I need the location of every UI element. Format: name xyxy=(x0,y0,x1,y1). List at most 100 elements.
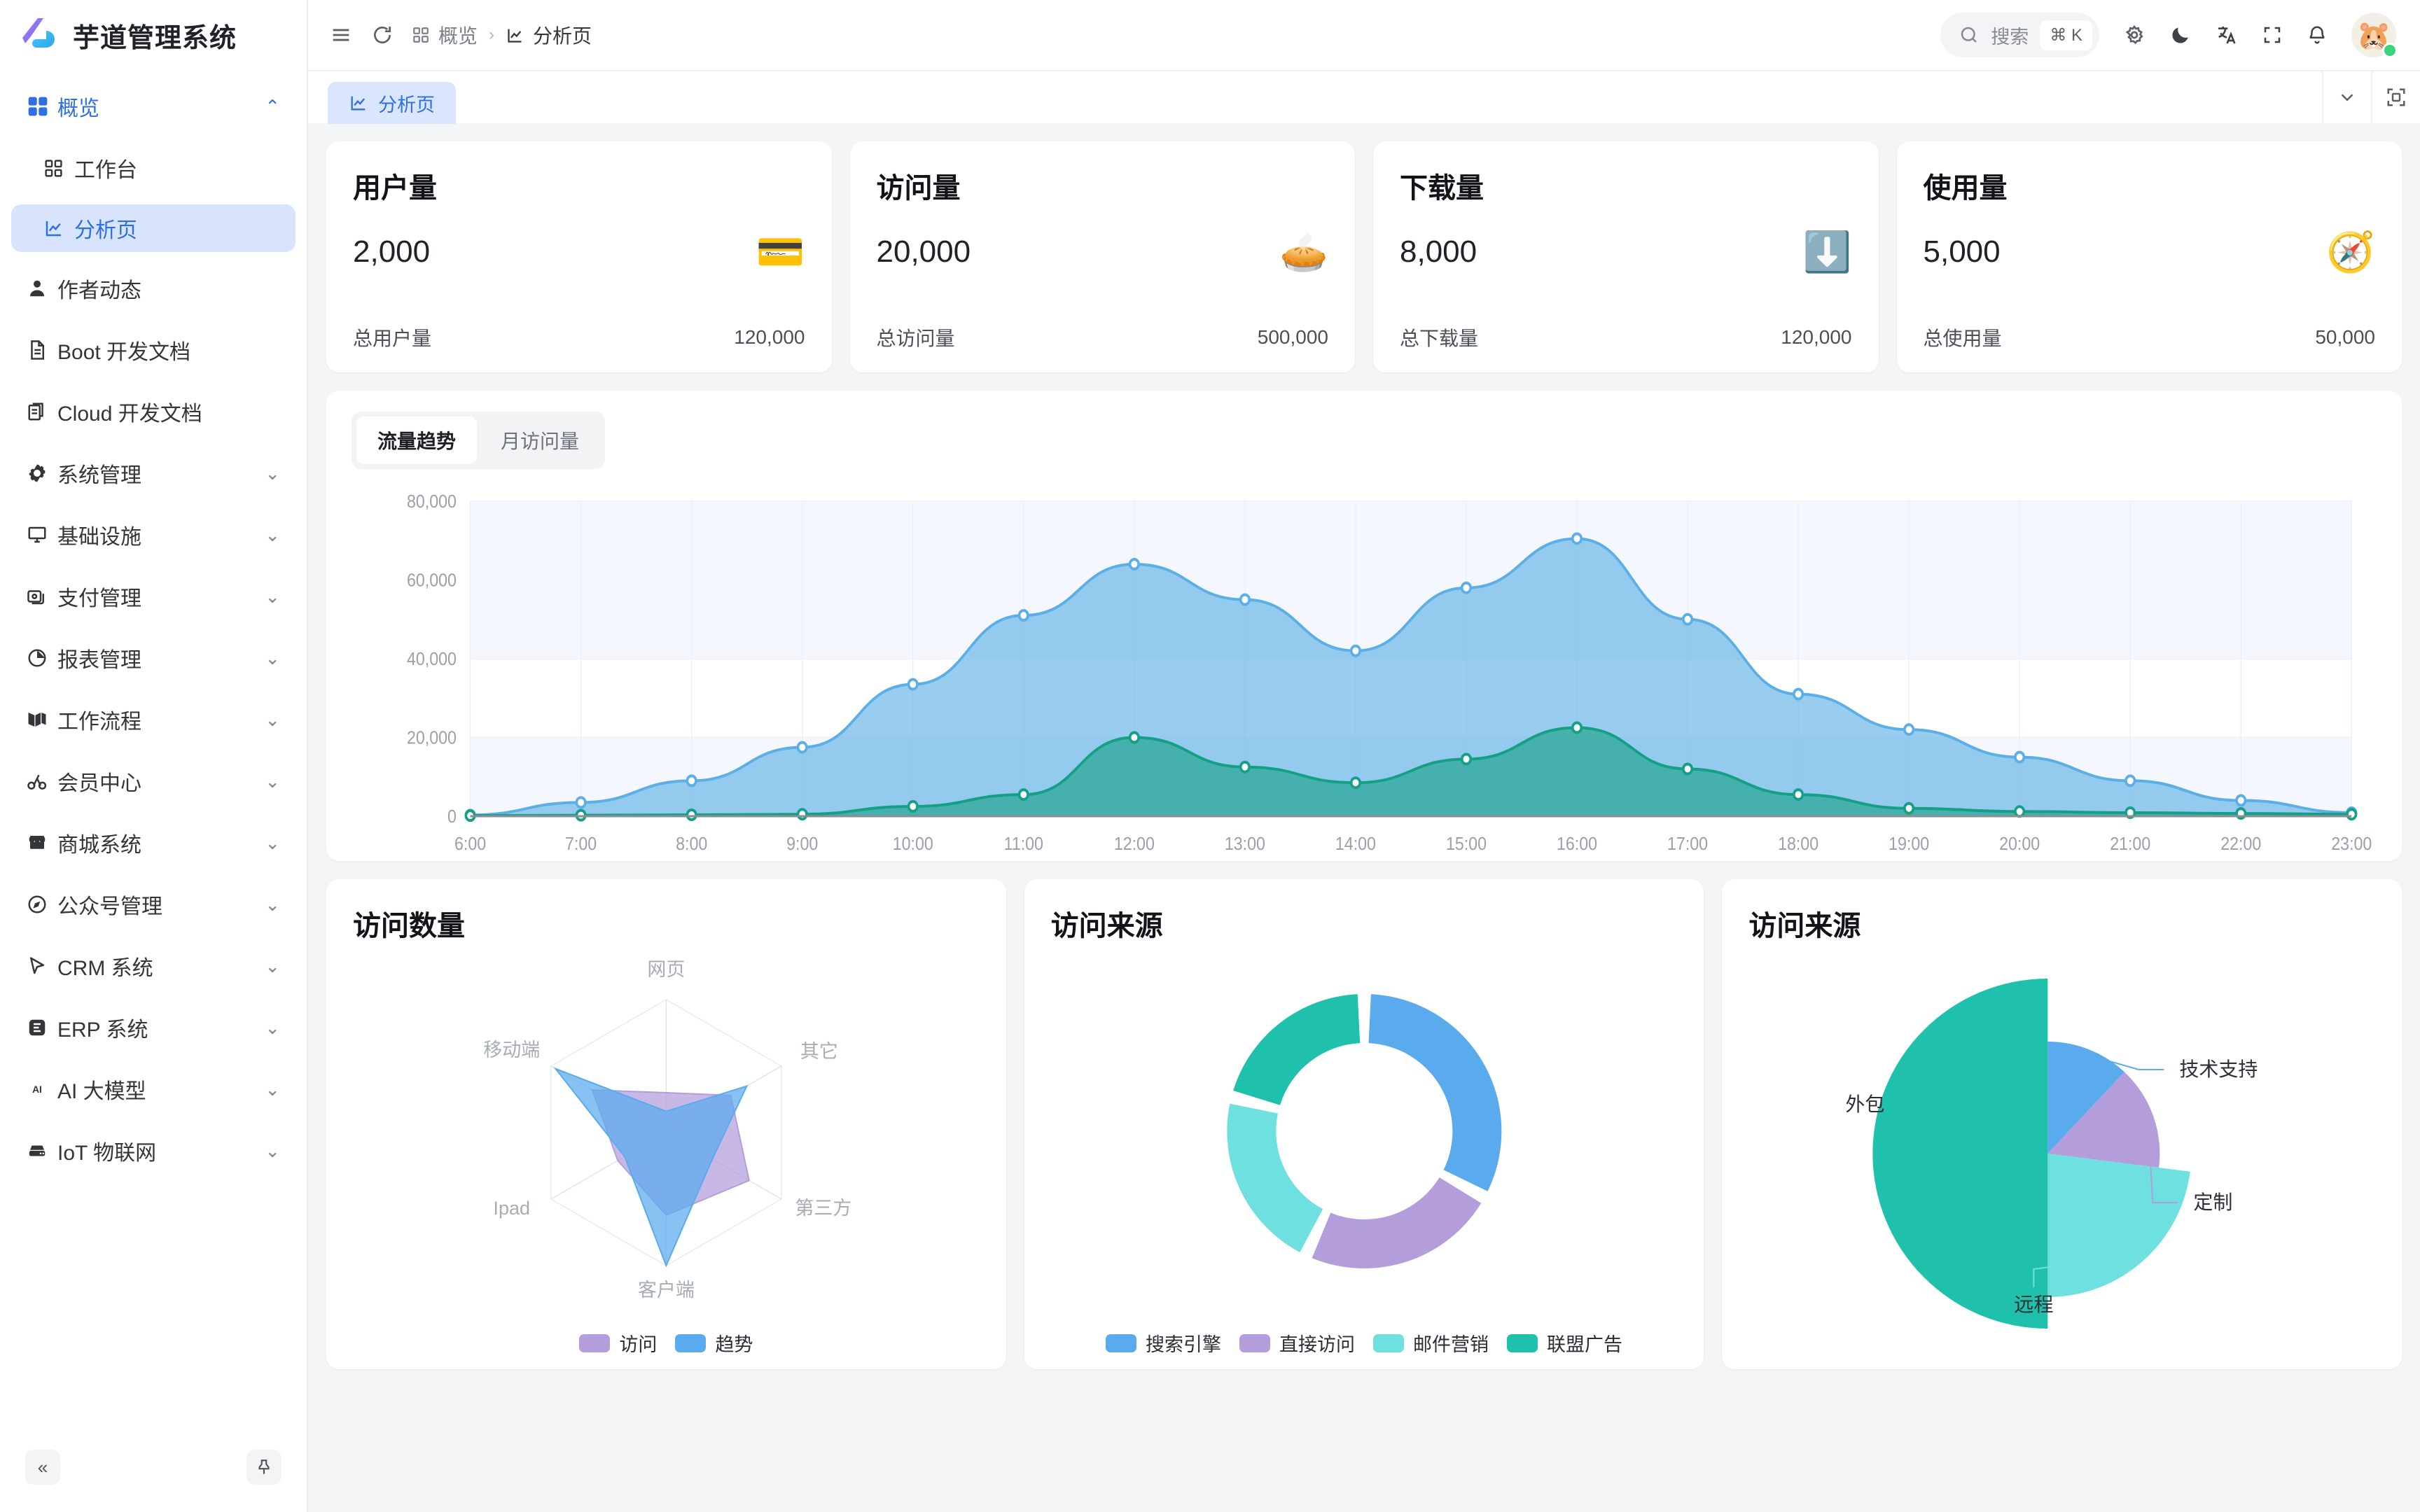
sidebar-item-label: IoT 物联网 xyxy=(57,1142,157,1165)
stat-value: 20,000 xyxy=(876,234,971,269)
stat-card-visits: 访问量 20,000 🥧 总访问量 500,000 xyxy=(849,141,1355,372)
compass-icon xyxy=(27,894,57,915)
doc-icon xyxy=(27,340,57,360)
breadcrumb-item-analysis[interactable]: 分析页 xyxy=(506,21,592,49)
legend-item[interactable]: 访问 xyxy=(579,1329,657,1357)
svg-text:20:00: 20:00 xyxy=(1999,834,2040,854)
stat-footer-value: 120,000 xyxy=(1781,326,1852,348)
svg-text:8:00: 8:00 xyxy=(676,834,707,854)
breadcrumb-item-overview[interactable]: 概览 xyxy=(412,21,478,49)
pin-icon[interactable] xyxy=(246,1450,281,1485)
sidebar-item-cloud-docs[interactable]: Cloud 开发文档 xyxy=(11,388,295,435)
svg-text:7:00: 7:00 xyxy=(565,834,597,854)
stat-footer-value: 500,000 xyxy=(1257,326,1328,348)
stat-footer-value: 50,000 xyxy=(2315,326,2375,348)
expand-icon[interactable] xyxy=(2371,71,2420,124)
svg-text:12:00: 12:00 xyxy=(1114,834,1155,854)
chevron-down-icon: ⌄ xyxy=(265,1140,280,1161)
chevron-down-icon: ⌄ xyxy=(265,709,280,730)
cursor-icon xyxy=(27,955,57,976)
sidebar-item-iot[interactable]: IoT 物联网 ⌄ xyxy=(11,1127,295,1175)
moon-icon[interactable] xyxy=(2169,24,2192,46)
sidebar-item-member[interactable]: 会员中心 ⌄ xyxy=(11,757,295,805)
brand-title: 芋道管理系统 xyxy=(73,23,237,53)
legend-item[interactable]: 联盟广告 xyxy=(1507,1329,1622,1357)
legend-label: 邮件营销 xyxy=(1413,1334,1489,1355)
avatar[interactable]: 🐹 xyxy=(2351,13,2398,58)
translate-icon[interactable] xyxy=(2216,24,2238,46)
tab-analysis[interactable]: 分析页 xyxy=(328,82,456,124)
grid-icon xyxy=(27,95,57,118)
search-input[interactable]: 搜索 ⌘ K xyxy=(1940,13,2099,57)
sidebar-item-report[interactable]: 报表管理 ⌄ xyxy=(11,634,295,682)
hamburger-icon[interactable] xyxy=(329,23,353,47)
pie-chart-icon xyxy=(27,648,57,668)
sidebar-item-author[interactable]: 作者动态 xyxy=(11,265,295,312)
sidebar-item-label: Cloud 开发文档 xyxy=(57,402,202,426)
chevron-down-icon: ⌄ xyxy=(265,955,280,976)
gear-icon[interactable] xyxy=(2123,24,2146,46)
server-icon xyxy=(27,1140,57,1161)
sidebar-item-label: AI 大模型 xyxy=(57,1080,146,1103)
status-badge xyxy=(2382,43,2398,58)
chevron-down-icon: ⌄ xyxy=(265,524,280,545)
sidebar-item-erp[interactable]: ERP 系统 ⌄ xyxy=(11,1004,295,1051)
card-title: 访问来源 xyxy=(1748,911,1861,941)
collapse-sidebar-button[interactable]: « xyxy=(25,1450,60,1485)
legend-swatch-direct xyxy=(1239,1334,1270,1352)
chevron-down-icon: ⌄ xyxy=(265,1079,280,1100)
breadcrumb: 概览 › 分析页 xyxy=(412,21,592,49)
sidebar-item-workflow[interactable]: 工作流程 ⌄ xyxy=(11,696,295,743)
sidebar-footer: « xyxy=(0,1435,307,1512)
sidebar-item-mall[interactable]: 商城系统 ⌄ xyxy=(11,819,295,867)
breadcrumb-label: 分析页 xyxy=(533,25,592,47)
bottom-cards: 访问数量 网页 其它 第三方 客户端 Ipad 移动端 访问 趋势 xyxy=(326,879,2402,1369)
sidebar-item-analysis[interactable]: 分析页 xyxy=(11,204,295,252)
trend-tab-traffic[interactable]: 流量趋势 xyxy=(356,416,478,464)
legend-item[interactable]: 趋势 xyxy=(675,1329,753,1357)
svg-text:Ipad: Ipad xyxy=(494,1198,531,1219)
svg-text:定制: 定制 xyxy=(2194,1191,2233,1213)
sidebar-item-crm[interactable]: CRM 系统 ⌄ xyxy=(11,942,295,990)
svg-text:20,000: 20,000 xyxy=(407,728,457,748)
download-icon: ⬇️ xyxy=(1802,230,1852,274)
brand[interactable]: 芋道管理系统 xyxy=(0,0,307,70)
stat-title: 用户量 xyxy=(353,173,437,204)
payment-icon xyxy=(27,586,57,607)
bell-icon[interactable] xyxy=(2307,24,2328,46)
credit-card-icon: 💳 xyxy=(756,230,805,274)
area-chart-svg: 0 20,000 40,000 60,000 80,000 6:00 7:00 8:00 9:0… xyxy=(407,492,2372,854)
chevron-down-icon[interactable] xyxy=(2322,71,2371,124)
legend-item[interactable]: 直接访问 xyxy=(1239,1329,1355,1357)
sidebar-item-label: 系统管理 xyxy=(57,464,141,487)
stat-value: 2,000 xyxy=(353,234,431,269)
legend-swatch-email xyxy=(1373,1334,1404,1352)
sidebar-item-payment[interactable]: 支付管理 ⌄ xyxy=(11,573,295,620)
sidebar-item-overview[interactable]: 概览 ⌃ xyxy=(11,83,295,130)
sidebar-item-workbench[interactable]: 工作台 xyxy=(11,144,295,192)
fullscreen-icon[interactable] xyxy=(2262,24,2283,46)
svg-text:60,000: 60,000 xyxy=(407,570,457,590)
chart-icon xyxy=(43,218,74,239)
sidebar-item-ai[interactable]: AI AI 大模型 ⌄ xyxy=(11,1065,295,1113)
legend-label: 访问 xyxy=(619,1334,658,1355)
search-icon xyxy=(1961,27,1977,43)
tabbar: 分析页 xyxy=(308,70,2420,124)
sidebar-item-system[interactable]: 系统管理 ⌄ xyxy=(11,449,295,497)
sidebar-item-label: 会员中心 xyxy=(57,772,141,795)
svg-text:移动端: 移动端 xyxy=(483,1040,540,1060)
search-shortcut: ⌘ K xyxy=(2040,20,2092,50)
sidebar-item-label: 工作台 xyxy=(74,159,137,182)
trend-tab-monthly[interactable]: 月访问量 xyxy=(501,430,580,452)
svg-text:6:00: 6:00 xyxy=(454,834,486,854)
sidebar-item-boot-docs[interactable]: Boot 开发文档 xyxy=(11,326,295,374)
legend-item[interactable]: 搜索引擎 xyxy=(1106,1329,1221,1357)
svg-text:外包: 外包 xyxy=(1846,1093,1885,1115)
refresh-icon[interactable] xyxy=(371,24,394,46)
svg-text:11:00: 11:00 xyxy=(1004,834,1043,854)
sidebar-item-mp[interactable]: 公众号管理 ⌄ xyxy=(11,881,295,928)
legend-item[interactable]: 邮件营销 xyxy=(1373,1329,1489,1357)
sidebar-item-infra[interactable]: 基础设施 ⌄ xyxy=(11,511,295,559)
legend-label: 联盟广告 xyxy=(1547,1334,1622,1355)
